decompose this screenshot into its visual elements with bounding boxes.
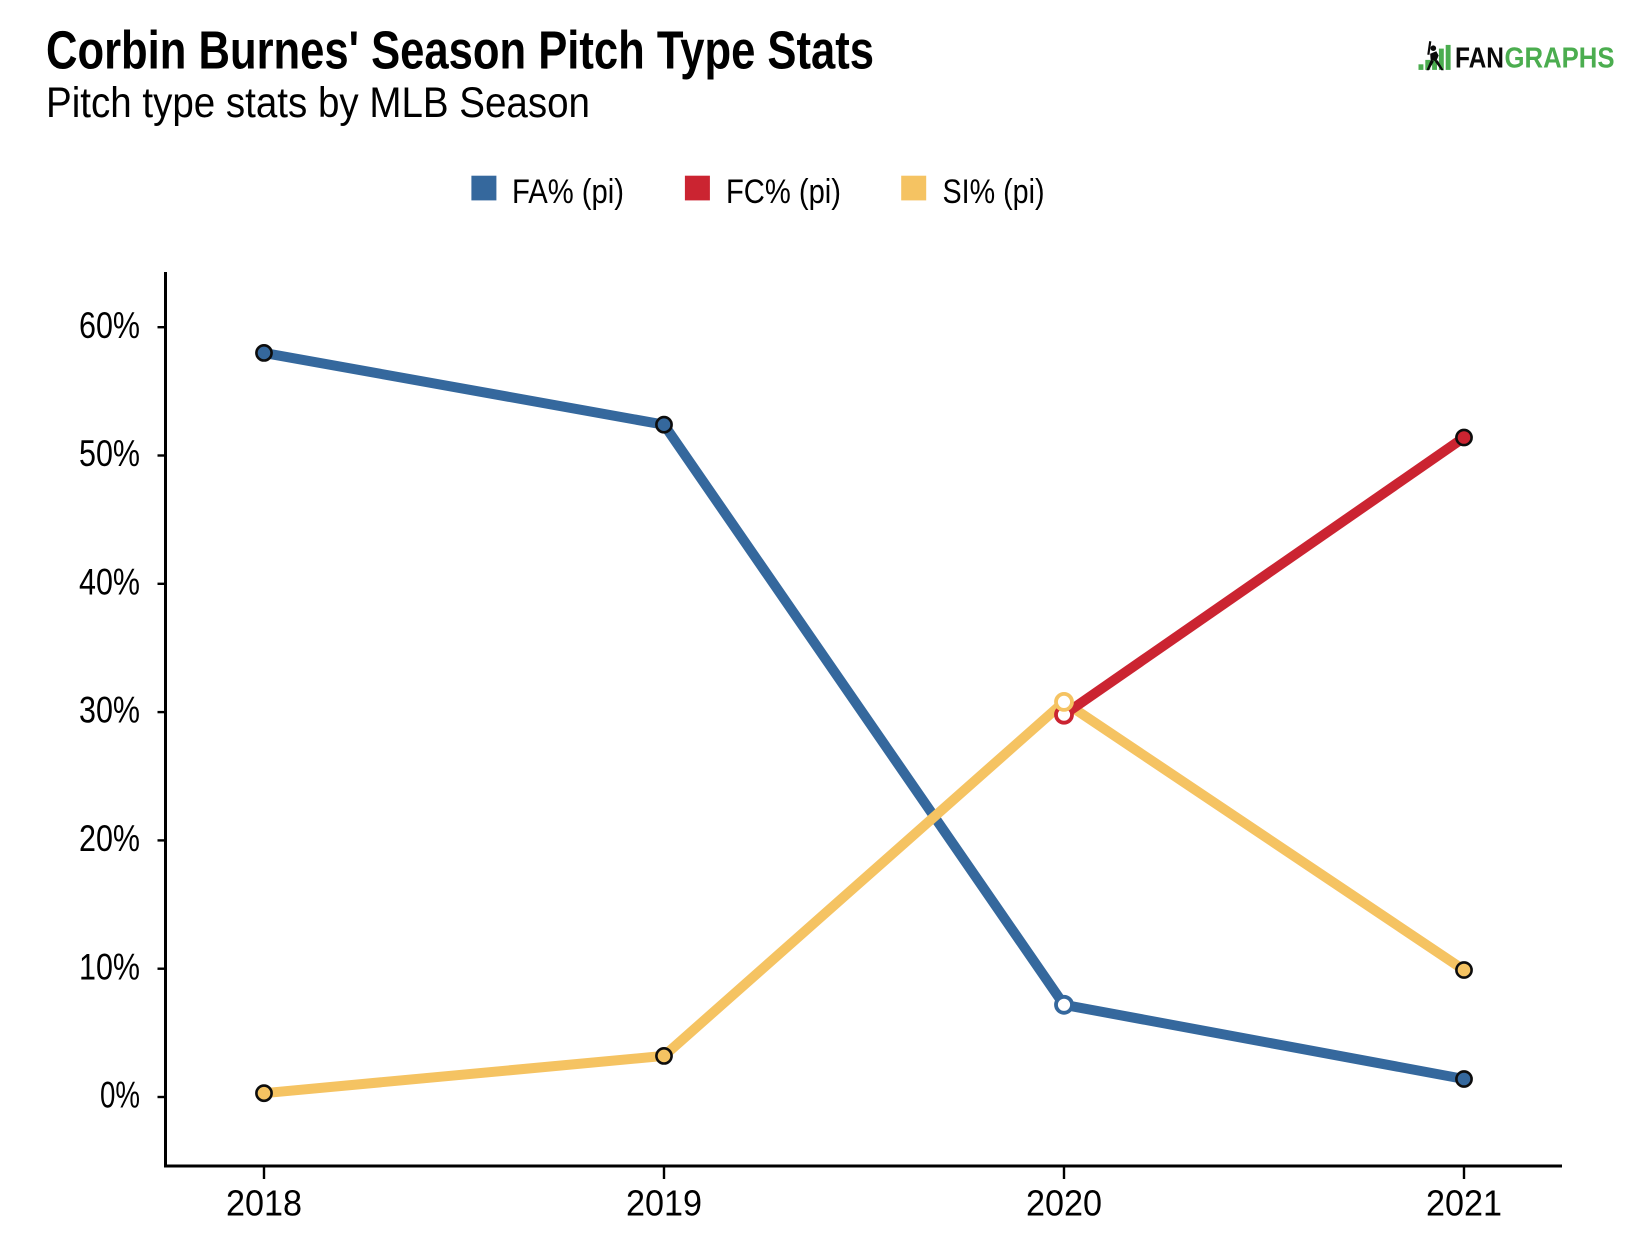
svg-text:20%: 20% <box>79 818 140 859</box>
svg-text:2019: 2019 <box>626 1183 702 1224</box>
svg-text:40%: 40% <box>79 561 140 602</box>
svg-text:2020: 2020 <box>1026 1183 1102 1224</box>
svg-text:Pitch type stats by MLB Season: Pitch type stats by MLB Season <box>46 79 590 127</box>
svg-text:2018: 2018 <box>226 1183 302 1224</box>
svg-text:FAN: FAN <box>1455 43 1504 75</box>
svg-text:SI% (pi): SI% (pi) <box>943 173 1045 211</box>
svg-text:50%: 50% <box>79 433 140 474</box>
svg-text:FC% (pi): FC% (pi) <box>726 173 841 211</box>
svg-text:60%: 60% <box>79 305 140 346</box>
svg-text:GRAPHS: GRAPHS <box>1505 43 1615 75</box>
svg-text:FA% (pi): FA% (pi) <box>512 173 624 211</box>
svg-text:Corbin Burnes' Season Pitch Ty: Corbin Burnes' Season Pitch Type Stats <box>46 21 874 81</box>
svg-text:2021: 2021 <box>1426 1183 1502 1224</box>
svg-text:30%: 30% <box>79 690 140 731</box>
svg-text:0%: 0% <box>100 1075 140 1116</box>
svg-text:10%: 10% <box>79 946 140 987</box>
